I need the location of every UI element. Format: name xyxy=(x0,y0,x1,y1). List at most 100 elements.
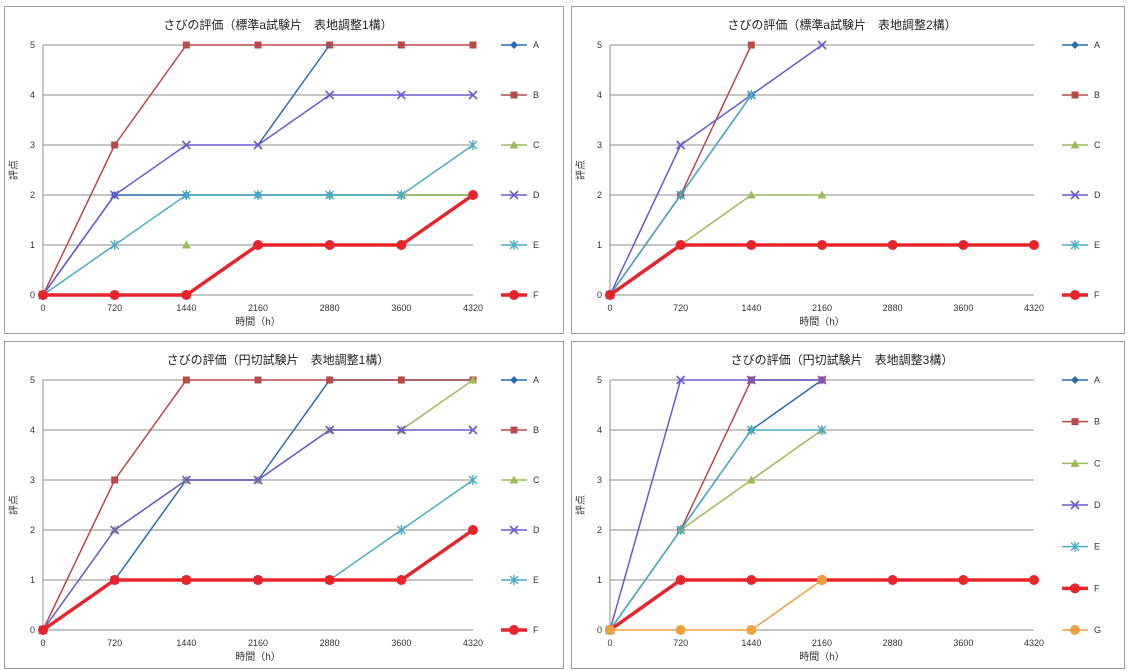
legend-marker xyxy=(1070,458,1080,467)
legend-item: A xyxy=(1062,375,1100,385)
legend-marker xyxy=(509,190,519,200)
legend-label: D xyxy=(1094,190,1101,200)
data-point xyxy=(253,240,263,250)
data-point xyxy=(468,90,478,100)
data-point xyxy=(746,240,757,250)
legend-item: E xyxy=(1062,240,1100,250)
data-point xyxy=(325,90,335,100)
legend-marker xyxy=(1070,140,1080,149)
legend-item: B xyxy=(501,90,539,100)
legend-item: E xyxy=(501,240,539,250)
series-line xyxy=(609,44,753,296)
data-point xyxy=(396,575,407,585)
data-point xyxy=(817,190,827,199)
data-point xyxy=(325,190,335,200)
data-point xyxy=(1029,575,1039,585)
legend-label: D xyxy=(533,190,540,200)
series-line xyxy=(608,243,1034,297)
series-line xyxy=(42,379,473,631)
legend-item: C xyxy=(1062,458,1101,468)
x-tick-label: 1440 xyxy=(741,303,761,313)
y-axis-title: 評点 xyxy=(7,495,20,515)
x-tick-label: 2160 xyxy=(248,638,268,648)
x-tick-label: 720 xyxy=(673,303,688,313)
legend-item: F xyxy=(1062,583,1100,594)
data-point xyxy=(324,240,335,250)
x-tick-label: 1440 xyxy=(741,638,761,648)
data-point xyxy=(817,375,827,385)
legend-label: E xyxy=(1094,542,1100,552)
data-point xyxy=(468,475,478,485)
data-point xyxy=(887,240,898,250)
y-tick-label: 4 xyxy=(30,425,35,435)
data-point xyxy=(958,575,969,585)
data-point xyxy=(253,190,263,200)
data-point xyxy=(110,240,120,250)
series-line xyxy=(42,479,474,631)
legend-label: F xyxy=(1094,290,1100,300)
series-line xyxy=(609,44,823,296)
x-tick-label: 2160 xyxy=(248,303,268,313)
data-point xyxy=(746,575,757,585)
data-point xyxy=(676,140,686,150)
data-point xyxy=(746,625,757,635)
chart-svg-3: さびの評価（円切試験片 表地調整1構） 0 1 2 3 4 5 0 720 1440 2160 288… xyxy=(7,352,540,663)
legend-label: B xyxy=(1094,417,1100,427)
y-tick-label: 2 xyxy=(597,525,602,535)
data-point xyxy=(817,575,827,585)
legend-item: D xyxy=(1062,190,1101,200)
data-point xyxy=(324,575,335,585)
x-tick-label: 3600 xyxy=(391,638,411,648)
legend-item: D xyxy=(501,525,540,535)
legend-label: D xyxy=(1094,500,1101,510)
y-axis-title: 評点 xyxy=(7,160,20,180)
chart-panel-2: さびの評価（標準a試験片 表地調整2構） 0 1 2 3 4 5 0 720 1440 2160 28… xyxy=(571,6,1125,334)
series-B xyxy=(39,41,477,299)
legend-item: G xyxy=(1062,625,1101,635)
series-F xyxy=(38,190,478,300)
legend-marker xyxy=(1071,41,1079,49)
series-F xyxy=(605,240,1039,300)
legend-item: F xyxy=(501,290,539,300)
data-point xyxy=(396,90,406,100)
data-point xyxy=(958,240,969,250)
x-tick-label: 720 xyxy=(673,638,688,648)
legend-marker xyxy=(509,290,519,300)
x-tick-label: 2880 xyxy=(320,638,340,648)
legend-marker xyxy=(1071,91,1079,99)
data-point xyxy=(605,625,615,635)
x-tick-label: 720 xyxy=(107,303,122,313)
chart-panel-4: さびの評価（円切試験片 表地調整3構） 0 1 2 3 4 5 0 720 1440 2160 288… xyxy=(571,341,1125,669)
data-point xyxy=(746,90,756,100)
y-tick-label: 0 xyxy=(597,290,602,300)
x-tick-label: 2880 xyxy=(883,638,903,648)
data-point xyxy=(182,376,190,384)
data-point xyxy=(746,425,756,435)
legend-item: D xyxy=(501,190,540,200)
x-tick-label: 3600 xyxy=(391,303,411,313)
x-tick-label: 2160 xyxy=(812,303,832,313)
series-E xyxy=(38,140,478,300)
x-tick-label: 720 xyxy=(107,638,122,648)
y-tick-label: 2 xyxy=(30,190,35,200)
legend-label: A xyxy=(1094,40,1100,50)
legend-item: A xyxy=(501,375,539,385)
series-line xyxy=(608,578,1034,632)
x-tick-label: 0 xyxy=(40,303,45,313)
data-point xyxy=(396,425,406,435)
y-tick-label: 2 xyxy=(597,190,602,200)
y-tick-label: 3 xyxy=(597,140,602,150)
y-tick-label: 5 xyxy=(597,40,602,50)
legend-item: A xyxy=(1062,40,1100,50)
legend-marker xyxy=(509,475,519,484)
data-point xyxy=(109,290,120,300)
data-point xyxy=(111,141,119,149)
y-tick-label: 3 xyxy=(30,475,35,485)
x-tick-label: 1440 xyxy=(176,638,196,648)
y-tick-label: 4 xyxy=(597,90,602,100)
legend-marker xyxy=(1070,625,1080,635)
legend-marker xyxy=(509,140,519,149)
data-point xyxy=(469,41,477,49)
legend-marker xyxy=(1070,541,1080,552)
series-line xyxy=(257,44,331,146)
